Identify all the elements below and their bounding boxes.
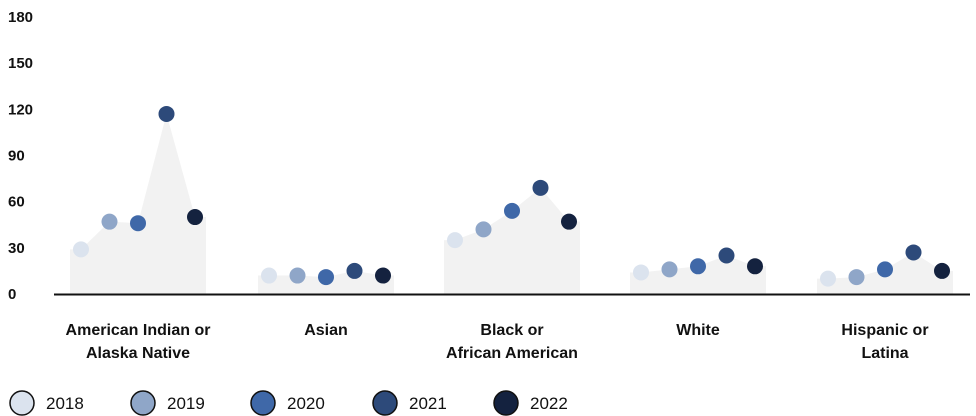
legend-label: 2021 [409, 394, 447, 413]
legend-swatch [250, 390, 276, 416]
data-point [690, 258, 706, 275]
data-point [934, 262, 950, 279]
area-band [70, 113, 206, 294]
data-point [187, 209, 203, 226]
data-point [747, 258, 763, 275]
x-category-label: Hispanic or [841, 322, 928, 339]
legend-label: 2022 [530, 394, 568, 413]
legend-swatch [372, 390, 398, 416]
data-point [718, 247, 735, 264]
data-point [905, 244, 922, 261]
area-band [630, 255, 766, 294]
legend-label: 2018 [46, 394, 84, 413]
legend-item: 2020 [250, 390, 325, 416]
data-point [289, 267, 306, 284]
y-tick-label: 30 [8, 240, 25, 257]
data-point [820, 270, 836, 287]
x-category-label: Black or [480, 322, 543, 339]
x-category-label: Asian [304, 322, 348, 339]
x-category-label: African American [446, 345, 578, 362]
x-category-label: Alaska Native [86, 345, 190, 362]
data-point [561, 213, 577, 230]
legend-label: 2019 [167, 394, 205, 413]
x-axis-labels: American Indian or Alaska Native Asian Blac… [66, 322, 929, 362]
data-point [158, 105, 175, 122]
data-point [346, 262, 363, 279]
data-point [73, 241, 89, 258]
y-tick-label: 120 [8, 101, 33, 118]
y-tick-label: 90 [8, 148, 25, 165]
y-tick-label: 180 [8, 9, 33, 26]
legend-swatch [130, 390, 156, 416]
data-point [532, 179, 549, 196]
data-point [261, 267, 277, 284]
x-category-label: Latina [861, 345, 908, 362]
data-point [633, 264, 649, 281]
legend-item: 2018 [9, 390, 84, 416]
y-tick-label: 0 [8, 286, 16, 303]
y-tick-label: 60 [8, 194, 25, 211]
legend-item: 2019 [130, 390, 205, 416]
y-axis: 0 30 60 90 120 150 180 [8, 9, 33, 303]
data-point [318, 269, 334, 286]
data-point [375, 267, 391, 284]
data-point [661, 261, 678, 278]
data-point [101, 213, 118, 230]
data-points [73, 105, 950, 287]
area-band [444, 187, 580, 294]
legend-swatch [493, 390, 519, 416]
y-tick-label: 150 [8, 55, 33, 72]
x-category-label: American Indian or [66, 322, 211, 339]
legend-item: 2022 [493, 390, 568, 416]
legend-item: 2021 [372, 390, 447, 416]
legend-swatch [9, 390, 35, 416]
data-point [877, 261, 893, 278]
data-point [130, 215, 146, 232]
data-point [848, 269, 865, 286]
data-point [447, 232, 463, 249]
data-point [504, 202, 520, 219]
data-point [475, 221, 492, 238]
legend: 2018 2019 2020 2021 2022 [9, 390, 568, 416]
legend-label: 2020 [287, 394, 325, 413]
x-category-label: White [676, 322, 720, 339]
